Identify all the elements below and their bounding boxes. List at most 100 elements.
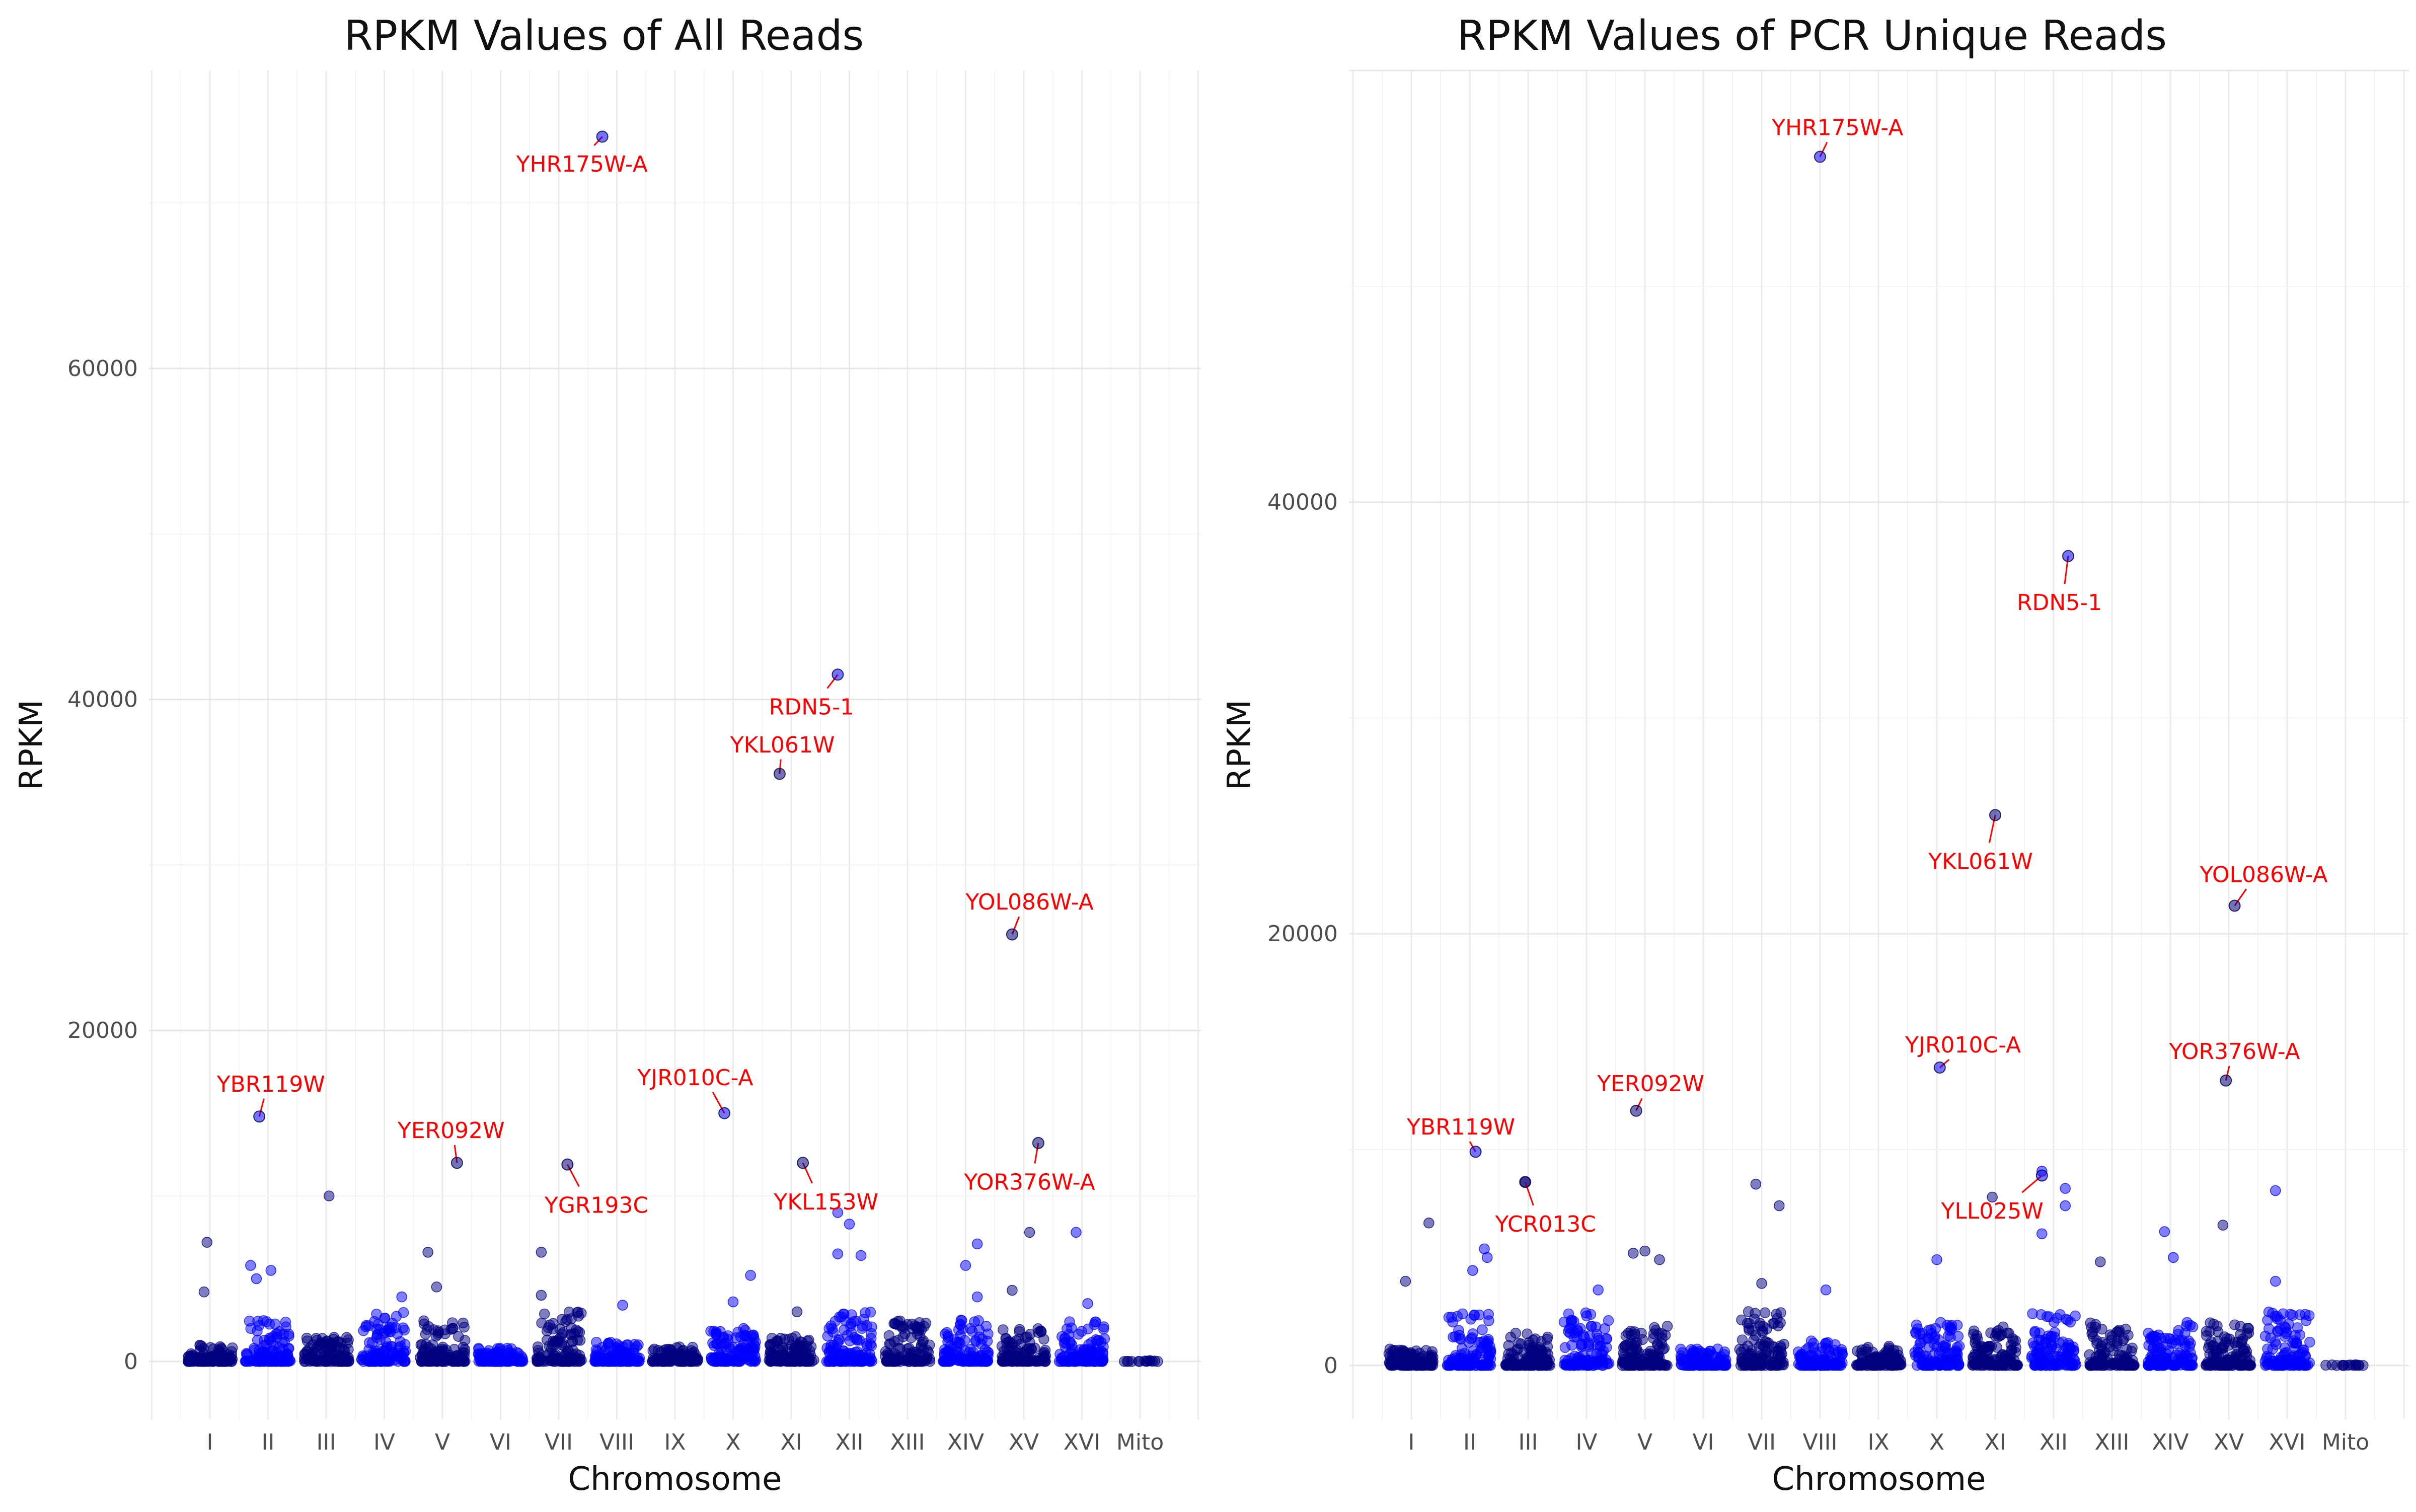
gene-label: YOR376W-A (963, 1169, 1095, 1195)
gene-point (894, 1315, 905, 1327)
gene-point (574, 1353, 586, 1365)
gene-point (1981, 1341, 1993, 1353)
gene-point (1755, 1338, 1766, 1350)
gene-point (1770, 1346, 1781, 1357)
gene-label: RDN5-1 (2017, 590, 2102, 616)
gene-point (1860, 1343, 1872, 1355)
gene-point (786, 1339, 797, 1351)
gene-label: YKL153W (773, 1189, 878, 1215)
gene-point (476, 1355, 487, 1366)
gene-point (632, 1356, 643, 1367)
gene-point (750, 1336, 761, 1348)
gene-point (996, 1340, 1008, 1352)
gene-point (726, 1350, 737, 1362)
gene-point (2166, 1338, 2177, 1349)
x-axis: I II III IV V VI VII VIII IX X XI XII XIII XIV XV XVI Mi… (207, 1429, 1164, 1498)
gene-point (379, 1312, 391, 1324)
gene-point (1516, 1338, 1527, 1349)
gene-point (1139, 1355, 1151, 1367)
gene-point-outlier (1467, 1265, 1478, 1276)
gene-point (856, 1323, 868, 1334)
x-axis: I II III IV V VI VII VIII IX X XI XII XIII XIV XV XVI Mi… (1408, 1429, 2370, 1498)
labelled-genes: YHR175W-A RDN5-1 YKL061W YOL086W-A YBR119W YJ… (216, 130, 1095, 1218)
gene-point (2037, 1357, 2049, 1369)
gene-point (2042, 1311, 2053, 1322)
gene-point-outlier (2159, 1226, 2170, 1237)
gene-point (420, 1328, 431, 1340)
gene-label: YER092W (397, 1118, 505, 1144)
labelled-genes: YHR175W-A RDN5-1 YKL061W YOL086W-A YJR010C-A… (1406, 115, 2328, 1237)
x-tick-label: VII (1748, 1429, 1776, 1455)
gene-point (2060, 1314, 2072, 1325)
gene-point (244, 1315, 255, 1327)
y-axis: 0 20000 40000 RPKM (1221, 490, 1338, 1379)
gene-point (589, 1355, 600, 1367)
gene-point (1993, 1331, 2004, 1342)
gene-point (1768, 1356, 1779, 1367)
gene-point-outlier (1654, 1254, 1665, 1265)
gene-point-outlier (960, 1260, 971, 1271)
gene-point (1918, 1350, 1929, 1362)
gene-point (539, 1308, 550, 1320)
gene-point (2087, 1358, 2099, 1370)
gene-point-outlier (2270, 1185, 2281, 1196)
x-tick-label: IV (1575, 1429, 1597, 1455)
x-tick-label: X (725, 1429, 740, 1455)
gene-label: YER092W (1597, 1071, 1704, 1097)
highlighted-gene-point (1519, 1176, 1532, 1188)
gene-point (1586, 1321, 1597, 1332)
gene-point (1880, 1346, 1892, 1357)
gene-point (748, 1355, 760, 1367)
x-tick-label: III (1519, 1429, 1538, 1455)
gene-point (2110, 1340, 2122, 1351)
highlighted-gene-point (1032, 1137, 1044, 1149)
gene-point-outlier (1774, 1200, 1785, 1212)
gene-point-outlier (2036, 1228, 2048, 1239)
gene-point (384, 1326, 395, 1337)
highlighted-gene-point (1469, 1146, 1482, 1158)
x-tick-label: V (435, 1429, 450, 1455)
highlighted-gene-point (797, 1157, 809, 1169)
gene-point (274, 1342, 285, 1353)
y-axis-title: RPKM (1221, 700, 1258, 790)
chart-title: RPKM Values of PCR Unique Reads (1457, 12, 2167, 60)
gene-point (779, 1333, 790, 1344)
gene-point (942, 1336, 953, 1347)
gene-point (574, 1327, 585, 1338)
gene-point (2049, 1327, 2061, 1338)
gene-point (1510, 1359, 1522, 1371)
gene-point-outlier (844, 1219, 855, 1230)
gene-point (2298, 1344, 2309, 1355)
gene-point (1059, 1338, 1070, 1349)
gene-point (1521, 1353, 1532, 1365)
gene-point (369, 1316, 380, 1327)
gene-point (2304, 1336, 2315, 1348)
gene-point-outlier (1820, 1284, 1832, 1296)
gene-points (182, 1190, 1163, 1367)
gene-point (1482, 1359, 1493, 1370)
gene-point (547, 1323, 558, 1335)
gene-point (2358, 1360, 2369, 1371)
gene-point-outlier (1423, 1218, 1434, 1229)
gene-point (913, 1355, 924, 1367)
gene-point (1735, 1346, 1747, 1358)
gene-point (459, 1335, 471, 1346)
gene-point (1099, 1333, 1110, 1344)
gene-point (865, 1307, 876, 1318)
gene-label: YBR119W (1406, 1114, 1515, 1140)
gene-point (2279, 1348, 2290, 1359)
gene-point (194, 1340, 206, 1351)
gene-point (2010, 1360, 2021, 1371)
gene-point (2275, 1323, 2286, 1335)
gene-point (1454, 1333, 1465, 1344)
gene-point (1505, 1331, 1516, 1343)
gene-point (1399, 1346, 1410, 1357)
gene-point (662, 1346, 673, 1357)
gene-point (319, 1350, 330, 1362)
gene-point (1885, 1359, 1897, 1371)
gene-point (2229, 1319, 2240, 1330)
gene-point (399, 1356, 410, 1367)
gene-label: YJR010C-A (1905, 1032, 2021, 1058)
highlighted-gene-point (2062, 550, 2074, 562)
gene-point (834, 1335, 845, 1346)
